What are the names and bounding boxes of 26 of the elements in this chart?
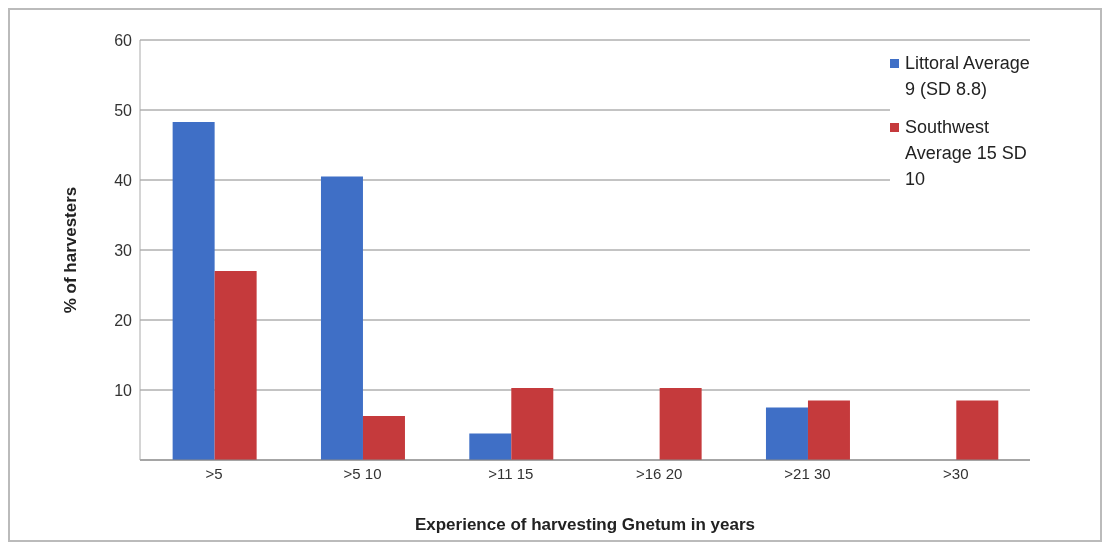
x-tick-label: >30 — [943, 464, 969, 482]
x-tick-label: >21 30 — [784, 464, 831, 482]
bar — [172, 121, 215, 460]
legend-label: Littoral Average 9 (SD 8.8) — [905, 52, 1031, 101]
bar — [469, 433, 512, 460]
x-tick-label: >5 — [205, 464, 223, 482]
y-tick-label: 10 — [114, 381, 133, 399]
x-axis-title: Experience of harvesting Gnetum in years — [414, 515, 756, 534]
bar — [765, 407, 808, 460]
bar — [659, 387, 702, 460]
bar — [214, 271, 257, 460]
bar — [362, 415, 405, 460]
y-tick-label: 50 — [114, 101, 133, 119]
y-tick-label: 20 — [114, 311, 133, 329]
x-tick-label: >11 15 — [488, 464, 534, 482]
x-tick-label: >5 10 — [343, 464, 382, 482]
bar — [956, 400, 999, 460]
x-tick-label: >16 20 — [636, 464, 683, 482]
bar — [807, 400, 850, 460]
bar — [320, 176, 363, 460]
y-axis-title: % of harvesters — [61, 186, 81, 314]
y-tick-label: 30 — [114, 241, 133, 259]
y-tick-label: 60 — [114, 31, 133, 49]
legend-label: Southwest Average 15 SD 10 — [905, 116, 1028, 191]
y-tick-label: 40 — [114, 171, 133, 189]
bar — [511, 387, 554, 460]
